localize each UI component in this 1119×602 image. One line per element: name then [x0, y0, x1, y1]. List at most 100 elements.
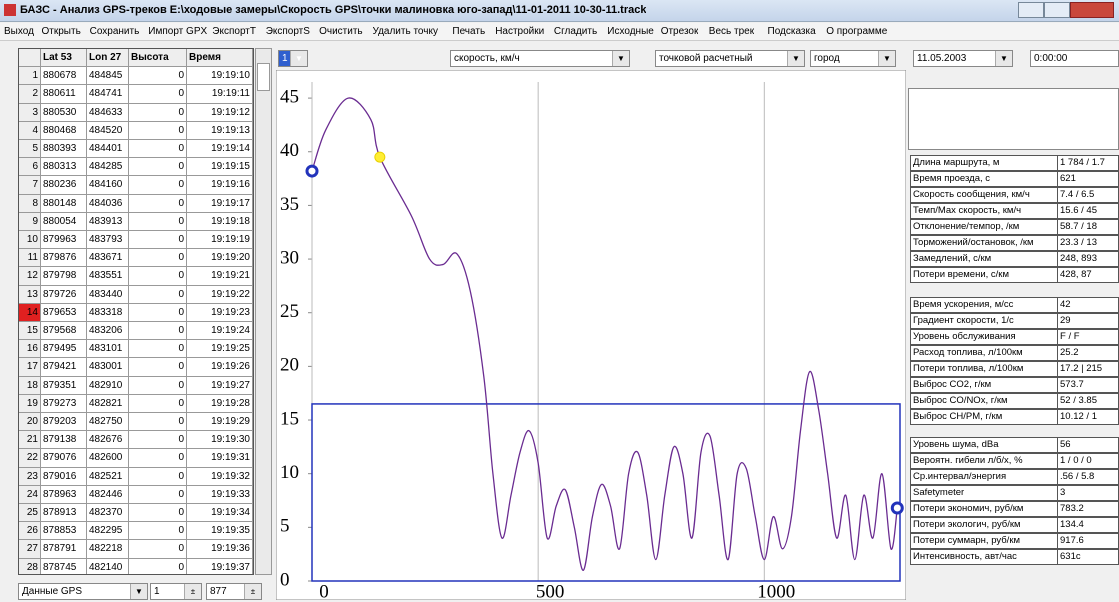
table-cell: 879203	[41, 413, 87, 432]
table-cell: 484520	[87, 121, 129, 140]
table-cell: 0	[129, 85, 187, 104]
info-box	[908, 88, 1119, 150]
menu-item[interactable]: Удалить точку	[372, 26, 438, 37]
stat-label: Потери суммарн, руб/км	[910, 533, 1058, 549]
table-cell: 0	[129, 231, 187, 250]
y-tick-label: 40	[280, 140, 299, 161]
dropdown[interactable]: точковой расчетный ▼	[655, 50, 805, 67]
dropdown[interactable]: скорость, км/ч ▼	[450, 50, 630, 67]
row-number: 19	[19, 394, 41, 413]
table-cell: 880313	[41, 158, 87, 177]
row-number: 1	[19, 67, 41, 86]
source-select[interactable]: Данные GPS ▼	[18, 583, 148, 600]
table-cell: 19:19:24	[187, 322, 253, 341]
menu-item[interactable]: ЭкспортT	[212, 26, 256, 37]
menu-item[interactable]: Выход	[4, 26, 34, 37]
row-number: 18	[19, 376, 41, 395]
date-select[interactable]: 11.05.2003 ▼	[913, 50, 1013, 67]
dropdown-text: город	[814, 53, 840, 64]
row-number: 3	[19, 103, 41, 122]
menu-item[interactable]: Отрезок	[660, 26, 699, 37]
table-cell: 483671	[87, 249, 129, 268]
from-spin[interactable]: 1 ±	[150, 583, 202, 600]
table-cell: 880611	[41, 85, 87, 104]
table-cell: 879495	[41, 340, 87, 359]
stat-value: 52 / 3.85	[1057, 393, 1119, 409]
table-cell: 0	[129, 194, 187, 213]
table-cell: 483318	[87, 303, 129, 322]
scroll-thumb[interactable]	[257, 63, 270, 91]
minimize-button[interactable]	[1018, 2, 1044, 18]
table-cell: 0	[129, 358, 187, 377]
y-tick-label: 0	[280, 569, 290, 590]
stat-label: Вероятн. гибели л/б/х, %	[910, 453, 1058, 469]
table-cell: 0	[129, 285, 187, 304]
table-cell: 483001	[87, 358, 129, 377]
x-tick-label: 0	[319, 581, 329, 600]
close-button[interactable]	[1070, 2, 1114, 18]
table-cell: 880678	[41, 67, 87, 86]
table-cell: 19:19:14	[187, 140, 253, 159]
table-cell: 484401	[87, 140, 129, 159]
stat-value: 428, 87	[1057, 267, 1119, 283]
table-cell: 878913	[41, 504, 87, 523]
menu-item[interactable]: Печать	[452, 26, 486, 37]
dropdown[interactable]: 1 ст▼	[278, 50, 308, 67]
menu-item[interactable]: О программе	[826, 26, 888, 37]
menu-item[interactable]: Весь трек	[708, 26, 755, 37]
stat-label: Выброс CO2, г/км	[910, 377, 1058, 393]
y-tick-label: 35	[280, 194, 299, 215]
row-number: 17	[19, 358, 41, 377]
header-cell: Lon 27	[87, 49, 129, 68]
stat-value: 1 784 / 1.7	[1057, 155, 1119, 171]
table-cell: 879016	[41, 467, 87, 486]
table-cell: 19:19:33	[187, 485, 253, 504]
menu-item[interactable]: Импорт GPX	[148, 26, 208, 37]
menu-item[interactable]: Настройки	[495, 26, 545, 37]
stat-label: Ср.интервал/энергия	[910, 469, 1058, 485]
menu-item[interactable]: Исходные	[607, 26, 654, 37]
table-cell: 482750	[87, 413, 129, 432]
table-cell: 0	[129, 212, 187, 231]
table-cell: 0	[129, 249, 187, 268]
dropdown-arrow: ▼	[878, 51, 895, 66]
stat-label: Замедлений, с/км	[910, 251, 1058, 267]
menu-item[interactable]: Сгладить	[553, 26, 598, 37]
spin-arrow: ±	[244, 584, 261, 599]
menu-item[interactable]: ЭкспортS	[265, 26, 310, 37]
dropdown[interactable]: город ▼	[810, 50, 896, 67]
table-cell: 880530	[41, 103, 87, 122]
stat-label: Время ускорения, м/сс	[910, 297, 1058, 313]
table-cell: 880393	[41, 140, 87, 159]
stat-label: Интенсивность, авт/час	[910, 549, 1058, 565]
table-cell: 879138	[41, 431, 87, 450]
table-cell: 879351	[41, 376, 87, 395]
table-cell: 0	[129, 540, 187, 559]
stat-label: Градиент скорости, 1/с	[910, 313, 1058, 329]
table-cell: 484285	[87, 158, 129, 177]
date-text: 11.05.2003	[917, 53, 967, 64]
table-cell: 0	[129, 121, 187, 140]
table-cell: 879798	[41, 267, 87, 286]
table-cell: 19:19:12	[187, 103, 253, 122]
menu-item[interactable]: Очистить	[319, 26, 363, 37]
table-scrollbar[interactable]	[255, 48, 272, 575]
stat-label: Потери топлива, л/100км	[910, 361, 1058, 377]
table-cell: 19:19:31	[187, 449, 253, 468]
table-cell: 19:19:34	[187, 504, 253, 523]
source-text: Данные GPS	[22, 586, 83, 597]
menu-item[interactable]: Открыть	[41, 26, 81, 37]
table-cell: 878791	[41, 540, 87, 559]
maximize-button[interactable]	[1044, 2, 1070, 18]
table-cell: 878963	[41, 485, 87, 504]
menu-item[interactable]: Сохранить	[89, 26, 140, 37]
time-spin[interactable]: 0:00:00	[1030, 50, 1119, 67]
menu-item[interactable]: Подсказка	[767, 26, 816, 37]
cursor-marker	[374, 151, 386, 163]
stat-value: 917.6	[1057, 533, 1119, 549]
to-spin[interactable]: 877 ±	[206, 583, 262, 600]
table-cell: 483440	[87, 285, 129, 304]
dropdown-arrow: ▼	[130, 584, 147, 599]
stat-label: Потери времени, с/км	[910, 267, 1058, 283]
